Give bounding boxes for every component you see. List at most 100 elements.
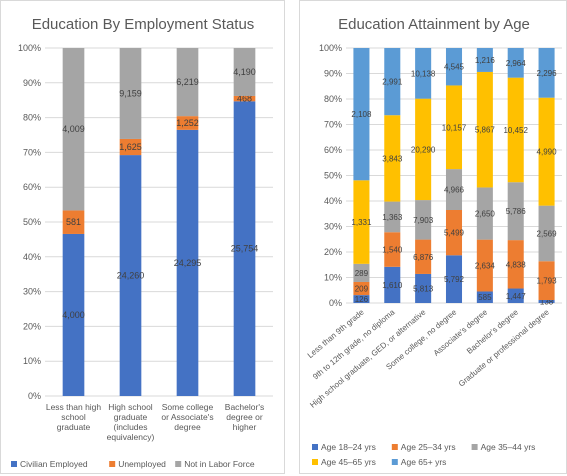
- data-label: 5,499: [444, 229, 465, 238]
- bar-segment: [233, 48, 256, 96]
- data-label: 2,964: [506, 59, 527, 68]
- y-tick-label: 50%: [324, 171, 342, 181]
- legend-label: Not in Labor Force: [184, 459, 255, 469]
- y-tick-label: 80%: [324, 94, 342, 104]
- legend-swatch: [11, 461, 17, 467]
- legend-label: Unemployed: [118, 459, 166, 469]
- data-label: 6,219: [176, 77, 199, 87]
- bar-segment: [507, 48, 524, 78]
- bar-segment: [353, 48, 370, 181]
- bar-segment: [119, 138, 142, 156]
- legend-swatch: [471, 444, 478, 450]
- employment-chart-panel: Education By Employment Status 0% 10% 20% 3…: [0, 0, 285, 474]
- category-label: High school: [108, 402, 153, 412]
- data-label: 3,843: [382, 154, 403, 163]
- category-label: (includes: [113, 422, 147, 432]
- data-label: 1,793: [537, 277, 558, 286]
- data-label: 25,754: [231, 244, 259, 254]
- bar-segment: [384, 48, 401, 116]
- data-label: 209: [355, 285, 369, 294]
- data-label: 4,009: [62, 124, 85, 134]
- data-label: 289: [355, 269, 369, 278]
- data-label: 9,159: [119, 88, 142, 98]
- bar-segment: [476, 291, 493, 303]
- data-label: 581: [66, 217, 81, 227]
- category-label: High school graduate, GED, or alternativ…: [308, 307, 428, 409]
- data-label: 585: [478, 293, 492, 302]
- y-tick-label: 60%: [23, 182, 41, 192]
- data-label: 4,966: [444, 186, 465, 195]
- legend-swatch: [109, 461, 116, 467]
- bar-segment: [176, 48, 199, 117]
- y-tick-label: 10%: [324, 273, 342, 283]
- bar-segment: [119, 155, 142, 396]
- employment-chart: Education By Employment Status 0% 10% 20% 3…: [11, 16, 273, 469]
- bar-segment: [384, 266, 401, 303]
- bar-segment: [415, 273, 432, 303]
- category-label: degree or: [226, 412, 263, 422]
- bar-segment: [353, 295, 370, 303]
- bar-segment: [176, 116, 199, 130]
- y-tick-label: 0%: [329, 298, 342, 308]
- bar-segment: [353, 263, 370, 282]
- bar-segment: [507, 182, 524, 241]
- category-label: Bachelor's: [225, 402, 264, 412]
- y-tick-label: 0%: [28, 391, 41, 401]
- legend-swatch: [312, 444, 318, 450]
- data-label: 1,540: [382, 246, 403, 255]
- data-label: 2,650: [475, 210, 496, 219]
- bar-segment: [353, 281, 370, 296]
- bar-segment: [507, 288, 524, 303]
- category-label: or Associate's: [161, 412, 213, 422]
- legend-label: Civilian Employed: [20, 459, 88, 469]
- bar-segment: [476, 71, 493, 188]
- category-label: higher: [233, 422, 257, 432]
- y-tick-label: 20%: [324, 247, 342, 257]
- y-tick-label: 50%: [23, 217, 41, 227]
- y-tick-label: 40%: [23, 252, 41, 262]
- category-label: graduate: [114, 412, 148, 422]
- data-label: 1,447: [506, 292, 527, 301]
- legend-label: Age 25–34 yrs: [401, 442, 456, 452]
- y-tick-label: 30%: [23, 287, 41, 297]
- category-label: equivalency): [107, 432, 155, 442]
- data-label: 4,545: [444, 63, 465, 72]
- data-label: 10,138: [411, 69, 436, 78]
- bar-segment: [445, 255, 463, 303]
- y-tick-label: 70%: [324, 120, 342, 130]
- bar-segment: [538, 261, 555, 301]
- bar-segment: [445, 209, 463, 256]
- legend-label: Age 35–44 yrs: [481, 442, 536, 452]
- y-tick-label: 70%: [23, 147, 41, 157]
- data-label: 2,569: [537, 229, 558, 238]
- bar-segment: [415, 239, 432, 274]
- bar-segment: [445, 85, 463, 170]
- y-tick-label: 40%: [324, 196, 342, 206]
- legend-label: Age 45–65 yrs: [321, 457, 376, 467]
- bar-segment: [538, 300, 555, 303]
- y-tick-label: 90%: [23, 78, 41, 88]
- bar-segment: [176, 129, 199, 396]
- data-label: 1,252: [176, 118, 199, 128]
- data-label: 2,991: [382, 78, 403, 87]
- legend-label: Age 65+ yrs: [401, 457, 447, 467]
- y-tick-label: 80%: [23, 113, 41, 123]
- y-tick-label: 30%: [324, 222, 342, 232]
- legend-swatch: [391, 444, 398, 450]
- bar-segment: [119, 48, 142, 139]
- legend-swatch: [175, 461, 182, 467]
- data-label: 2,108: [351, 110, 372, 119]
- age-chart: Education Attainment by Age 0% 10% 20% 30% 4…: [306, 16, 562, 467]
- bar-segment: [476, 239, 493, 292]
- data-label: 5,867: [475, 126, 496, 135]
- bar-segment: [353, 180, 370, 264]
- bar-segment: [62, 48, 85, 211]
- bar-segment: [415, 98, 432, 201]
- data-label: 4,990: [537, 148, 558, 157]
- data-label: 5,786: [506, 207, 527, 216]
- category-label: Less than high: [46, 402, 102, 412]
- chart-title: Education Attainment by Age: [338, 16, 530, 33]
- y-tick-label: 100%: [319, 43, 342, 53]
- data-label: 4,190: [233, 67, 256, 77]
- bar-segment: [445, 48, 463, 86]
